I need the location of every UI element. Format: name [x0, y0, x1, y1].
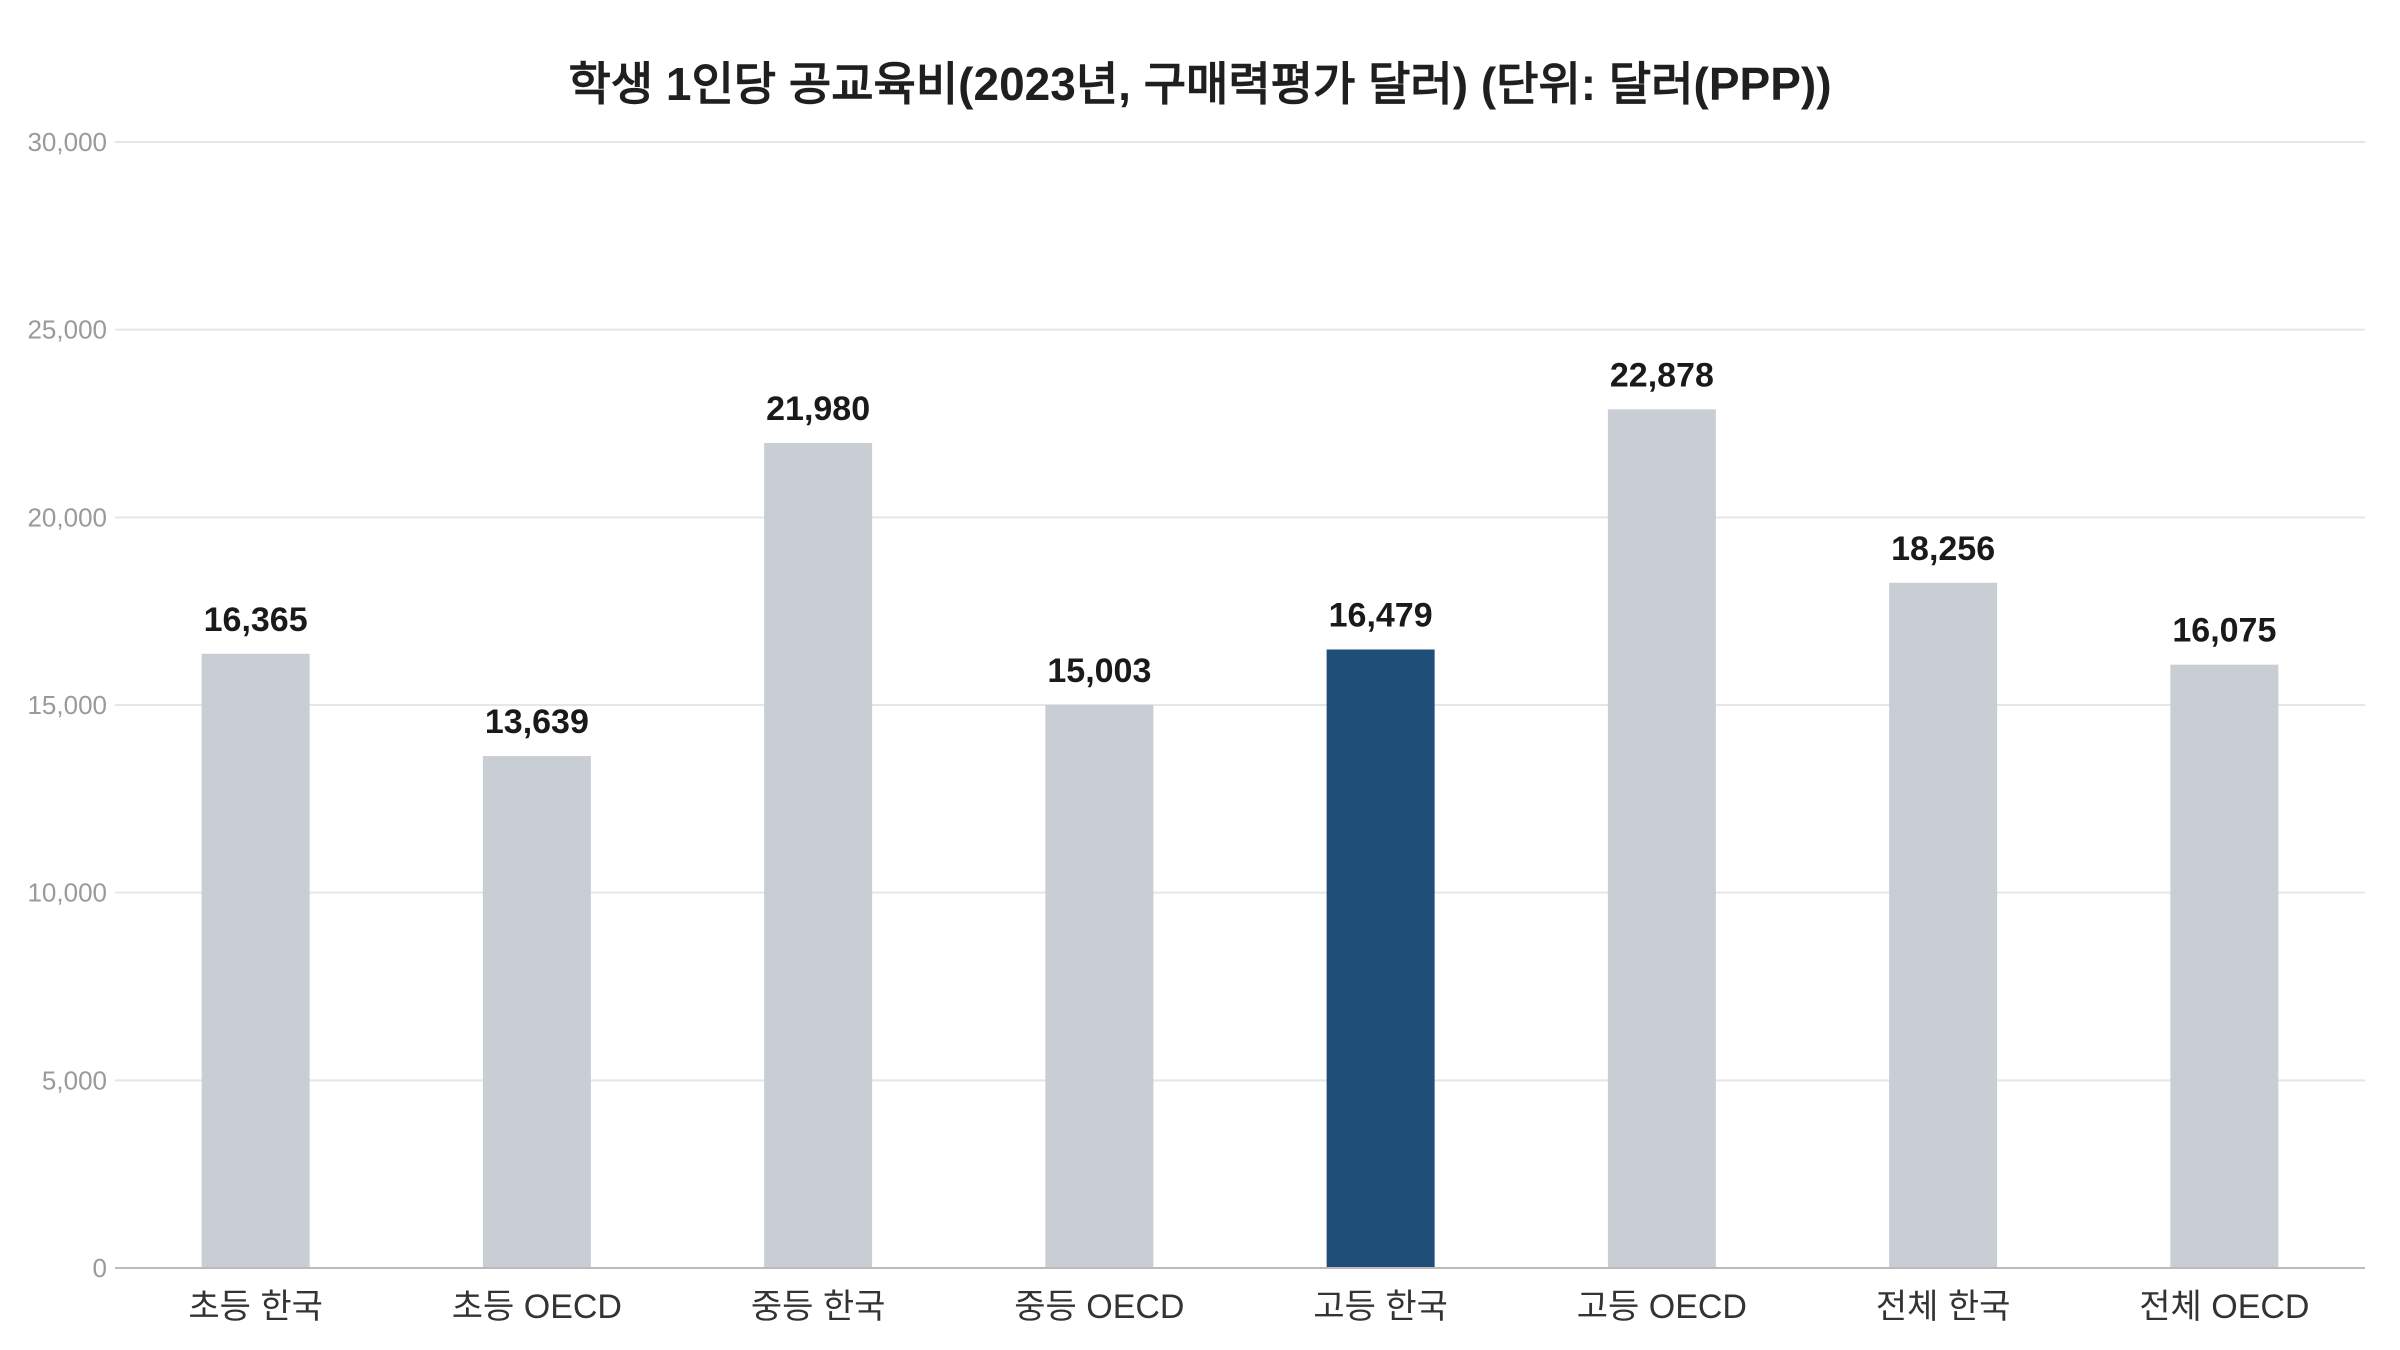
y-tick-label: 0: [93, 1253, 107, 1283]
x-category-label: 전체 한국: [1876, 1288, 2011, 1326]
x-category-label: 고등 한국: [1313, 1288, 1448, 1326]
grid-lines: [115, 141, 2365, 1082]
bar: [201, 653, 310, 1268]
value-label: 16,075: [2172, 612, 2276, 650]
y-tick-label: 10,000: [27, 878, 107, 908]
y-tick-label: 15,000: [27, 690, 107, 720]
value-label: 16,365: [204, 601, 308, 639]
bar: [1607, 409, 1716, 1269]
value-label: 21,980: [766, 390, 870, 428]
x-category-label: 중등 OECD: [1014, 1288, 1184, 1326]
y-tick-label: 5,000: [42, 1065, 107, 1095]
value-label: 15,003: [1047, 652, 1151, 690]
x-category-label: 초등 한국: [188, 1288, 323, 1326]
x-category-label: 고등 OECD: [1577, 1288, 1747, 1326]
x-category-label: 초등 OECD: [452, 1288, 622, 1326]
x-axis-categories: 초등 한국 초등 OECD 중등 한국 중등 OECD 고등 한국 고등 OECD 전체 한…: [188, 1288, 2309, 1326]
bar: [1889, 582, 1998, 1268]
value-label: 22,878: [1610, 356, 1714, 394]
bar: [1045, 704, 1154, 1268]
bar: [482, 756, 591, 1268]
x-category-label: 전체 OECD: [2139, 1288, 2309, 1326]
bar: [1326, 649, 1435, 1268]
bar: [764, 443, 873, 1268]
y-tick-label: 25,000: [27, 315, 107, 345]
x-category-label: 중등 한국: [751, 1288, 886, 1326]
chart-title: 학생 1인당 공교육비(2023년, 구매력평가 달러) (단위: 달러(PPP…: [568, 58, 1832, 110]
bars: [201, 409, 2279, 1269]
value-label: 16,479: [1329, 596, 1433, 634]
value-labels: 16,365 13,639 21,980 15,003 16,479 22,878 18,2…: [204, 356, 2277, 741]
y-tick-label: 30,000: [27, 127, 107, 157]
bar: [2170, 664, 2279, 1268]
y-tick-label: 20,000: [27, 502, 107, 532]
y-axis-ticks: 0 5,000 10,000 15,000 20,000 25,000 30,000: [27, 127, 107, 1283]
value-label: 18,256: [1891, 530, 1995, 568]
value-label: 13,639: [485, 703, 589, 741]
